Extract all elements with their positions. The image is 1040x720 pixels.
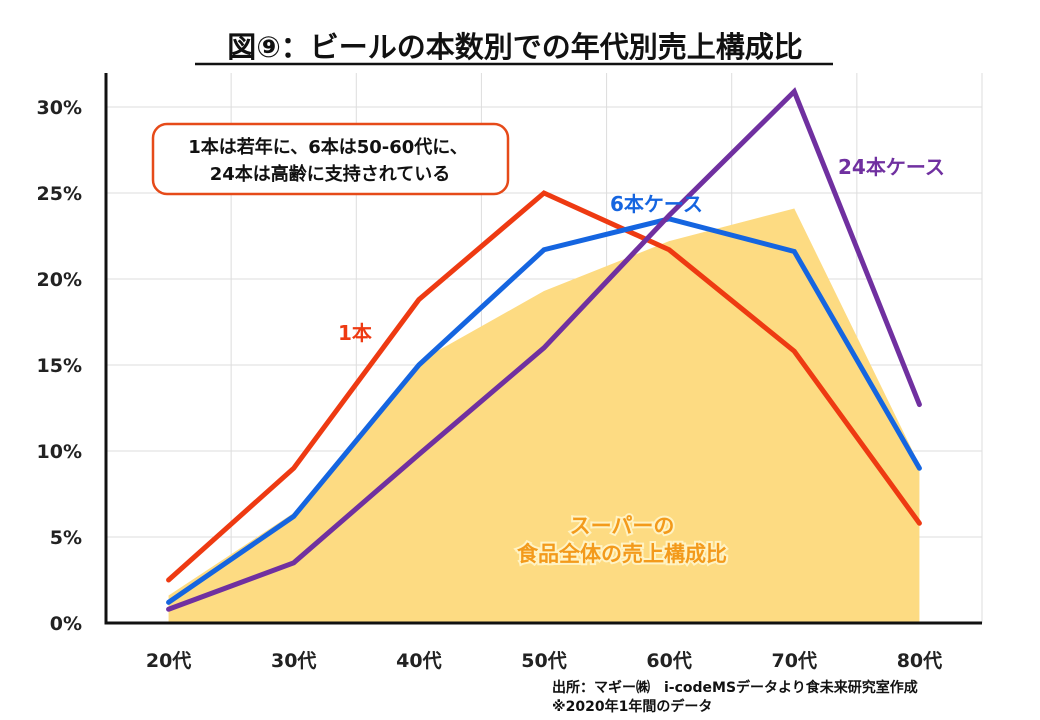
y-tick-label: 25%	[37, 183, 82, 205]
y-tick-label: 5%	[50, 527, 82, 549]
area-series-food-total	[168, 208, 920, 624]
source-line-1: 出所：マギー㈱ i-codeMSデータより食未来研究室作成	[552, 679, 918, 696]
x-tick-label: 50代	[521, 650, 566, 672]
annotation-line-2: 24本は高齢に支持されている	[210, 163, 451, 185]
x-tick-label: 30代	[271, 650, 316, 672]
label-area-line-2: 食品全体の売上構成比	[517, 542, 727, 566]
y-tick-label: 15%	[37, 355, 82, 377]
x-tick-label: 40代	[396, 650, 441, 672]
y-tick-label: 10%	[37, 441, 82, 463]
label-1-bottle: 1本	[338, 321, 372, 345]
x-tick-label: 80代	[897, 650, 942, 672]
line-series-1	[166, 190, 922, 583]
lines-layer	[166, 87, 922, 612]
axes	[104, 73, 982, 625]
annotation-box	[151, 122, 510, 196]
chart-title: 図⑨：ビールの本数別での年代別売上構成比	[227, 30, 803, 64]
x-tick-label: 20代	[146, 650, 191, 672]
annotation-line-1: 1本は若年に、6本は50-60代に、	[188, 136, 468, 158]
y-tick-label: 0%	[50, 613, 82, 635]
line-series-3	[166, 87, 922, 612]
label-6-case: 6本ケース	[610, 192, 703, 216]
source-line-2: ※2020年1年間のデータ	[552, 698, 712, 715]
x-tick-label: 60代	[646, 650, 691, 672]
x-tick-labels: 20代 30代 40代 50代 60代 70代 80代	[146, 650, 942, 672]
y-tick-label: 20%	[37, 269, 82, 291]
y-tick-label: 30%	[37, 97, 82, 119]
y-tick-labels: 0% 5% 10% 15% 20% 25% 30%	[37, 97, 82, 635]
x-tick-label: 70代	[772, 650, 817, 672]
label-24-case: 24本ケース	[838, 155, 945, 179]
label-area-line-1: スーパーの	[570, 514, 675, 538]
line-series-2	[166, 216, 922, 605]
